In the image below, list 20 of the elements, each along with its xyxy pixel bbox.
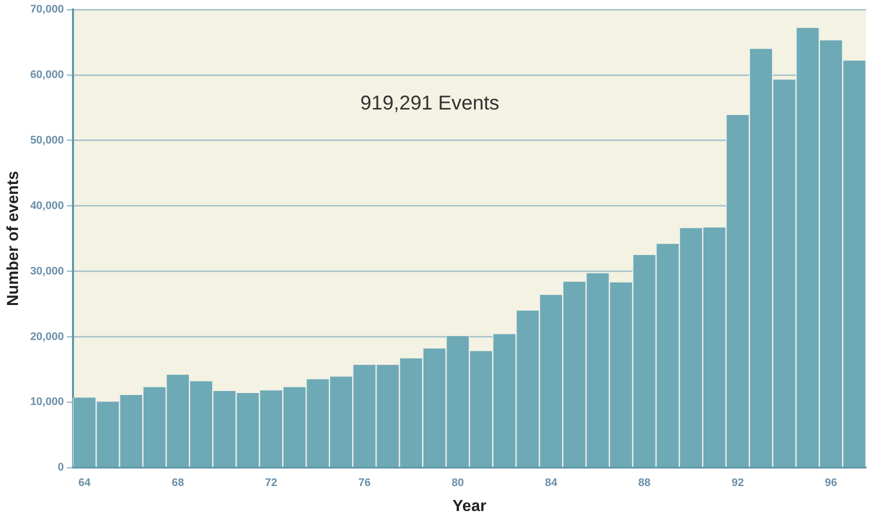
annotation: 919,291 Events [360, 92, 500, 115]
y-tick-label: 70,000 [30, 4, 64, 16]
x-tick-label: 84 [544, 477, 558, 490]
x-axis-title: Year [452, 498, 486, 515]
y-axis-title: Number of events [5, 170, 22, 306]
x-tick-label: 76 [358, 477, 371, 490]
y-tick-label: 0 [58, 462, 64, 474]
x-tick-label: 96 [824, 477, 838, 490]
y-tick-label: 40,000 [30, 200, 64, 212]
y-tick-label: 30,000 [30, 265, 64, 278]
x-tick-label: 92 [732, 477, 744, 490]
x-tick-label: 64 [78, 477, 92, 490]
x-tick-label: 80 [452, 477, 464, 490]
y-tick-label: 50,000 [30, 134, 64, 146]
x-tick-label: 68 [172, 477, 184, 490]
x-tick-label: 72 [265, 477, 278, 490]
y-tick-label: 20,000 [30, 330, 64, 343]
y-tick-label: 10,000 [30, 396, 64, 408]
x-tick-label: 88 [638, 477, 651, 490]
y-tick-label: 60,000 [30, 69, 64, 82]
